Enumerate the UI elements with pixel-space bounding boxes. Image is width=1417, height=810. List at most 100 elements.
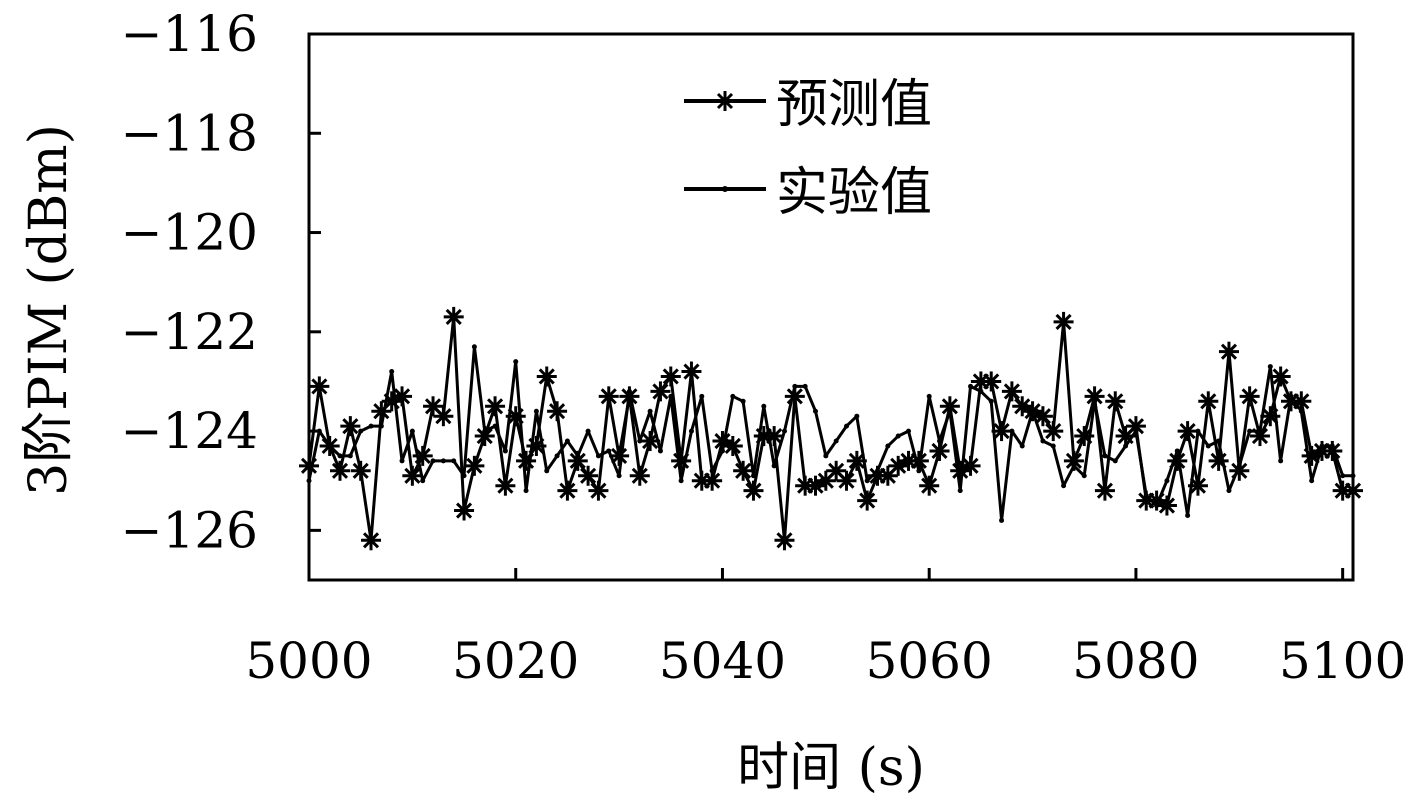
data-point-experimental (709, 468, 715, 474)
data-point-experimental (554, 453, 560, 459)
data-point-experimental (616, 473, 622, 479)
data-point-predicted (1218, 341, 1239, 362)
ticks-layer: 5000 5020 5040 5060 5080 5100 −116 −118 −120 −122… (121, 5, 1407, 690)
data-point-experimental (440, 458, 446, 464)
data-point-experimental (1102, 453, 1108, 459)
data-point-predicted (671, 450, 692, 471)
data-point-experimental (513, 359, 519, 365)
data-point-experimental (947, 408, 953, 414)
data-point-experimental (378, 423, 384, 429)
data-point-experimental (1216, 438, 1222, 444)
series-line-1 (307, 345, 1353, 522)
data-point-experimental (409, 428, 415, 434)
x-tick-label: 5080 (1072, 632, 1199, 690)
data-layer (299, 306, 1363, 551)
data-point-experimental (1267, 364, 1273, 370)
data-point-predicted (598, 386, 619, 407)
data-point-predicted (350, 460, 371, 481)
data-point-experimental (1298, 408, 1304, 414)
data-point-predicted (1239, 386, 1260, 407)
data-point-experimental (1123, 443, 1129, 449)
data-point-predicted (1115, 426, 1136, 447)
data-point-predicted (784, 386, 805, 407)
data-point-experimental (750, 473, 756, 479)
y-axis-title: 3阶PIM (dBm) (19, 124, 79, 496)
data-point-experimental (595, 453, 601, 459)
x-tick-label: 5000 (245, 632, 372, 690)
data-point-experimental (347, 453, 353, 459)
data-point-experimental (1236, 463, 1242, 469)
data-point-predicted (485, 396, 506, 417)
data-point-experimental (637, 438, 643, 444)
data-point-experimental (575, 453, 581, 459)
data-point-experimental (647, 408, 653, 414)
data-point-experimental (626, 388, 632, 394)
data-point-experimental (895, 433, 901, 439)
data-point-experimental (761, 403, 767, 409)
data-point-experimental (699, 393, 705, 399)
y-tick-label: −122 (121, 303, 258, 361)
data-point-predicted (330, 460, 351, 481)
legend: 预测值 实验值 (684, 75, 932, 223)
data-point-experimental (1164, 478, 1170, 484)
data-point-experimental (451, 458, 457, 464)
data-point-experimental (1257, 428, 1263, 434)
legend-label-experimental: 实验值 (776, 163, 932, 223)
data-point-experimental (1340, 473, 1346, 479)
data-point-experimental (389, 369, 395, 375)
data-point-experimental (564, 438, 570, 444)
data-point-predicted (402, 465, 423, 486)
data-point-experimental (771, 463, 777, 469)
data-point-predicted (309, 376, 330, 397)
data-point-experimental (937, 438, 943, 444)
data-point-predicted (392, 386, 413, 407)
data-point-predicted (774, 530, 795, 551)
y-tick-label: −116 (121, 5, 258, 63)
data-point-experimental (833, 438, 839, 444)
data-point-experimental (1247, 428, 1253, 434)
data-point-experimental (358, 428, 364, 434)
data-point-predicted (1322, 440, 1343, 461)
data-point-experimental (678, 478, 684, 484)
data-point-experimental (1040, 438, 1046, 444)
data-point-experimental (420, 478, 426, 484)
plot-frame (307, 32, 1355, 582)
x-tick-label: 5060 (866, 632, 993, 690)
data-point-predicted (1270, 366, 1291, 387)
data-point-predicted (1074, 426, 1095, 447)
x-tick-label: 5040 (659, 632, 786, 690)
data-point-experimental (792, 383, 798, 389)
data-point-predicted (836, 470, 857, 491)
data-point-predicted (929, 440, 950, 461)
data-point-experimental (544, 468, 550, 474)
data-point-predicted (702, 470, 723, 491)
data-point-predicted (1001, 381, 1022, 402)
data-point-experimental (1133, 428, 1139, 434)
data-point-experimental (781, 428, 787, 434)
data-point-predicted (722, 435, 743, 456)
data-point-experimental (1195, 428, 1201, 434)
data-point-experimental (1071, 463, 1077, 469)
data-point-predicted (609, 445, 630, 466)
data-point-experimental (875, 468, 881, 474)
data-point-predicted (1198, 391, 1219, 412)
data-point-experimental (864, 478, 870, 484)
data-point-predicted (1177, 421, 1198, 442)
data-point-predicted (1105, 391, 1126, 412)
data-point-experimental (1061, 483, 1067, 489)
data-point-predicted (1043, 421, 1064, 442)
data-point-predicted (536, 366, 557, 387)
data-point-experimental (399, 458, 405, 464)
data-point-predicted (1156, 495, 1177, 516)
data-point-experimental (1050, 443, 1056, 449)
legend-label-predicted: 预测值 (776, 75, 932, 135)
data-point-experimental (461, 473, 467, 479)
data-point-experimental (1030, 408, 1036, 414)
data-point-experimental (327, 443, 333, 449)
data-point-predicted (743, 480, 764, 501)
data-point-predicted (433, 406, 454, 427)
legend-marker-experimental (722, 186, 728, 192)
x-tick-label: 5020 (452, 632, 579, 690)
data-point-predicted (908, 450, 929, 471)
data-point-predicted (1032, 406, 1053, 427)
